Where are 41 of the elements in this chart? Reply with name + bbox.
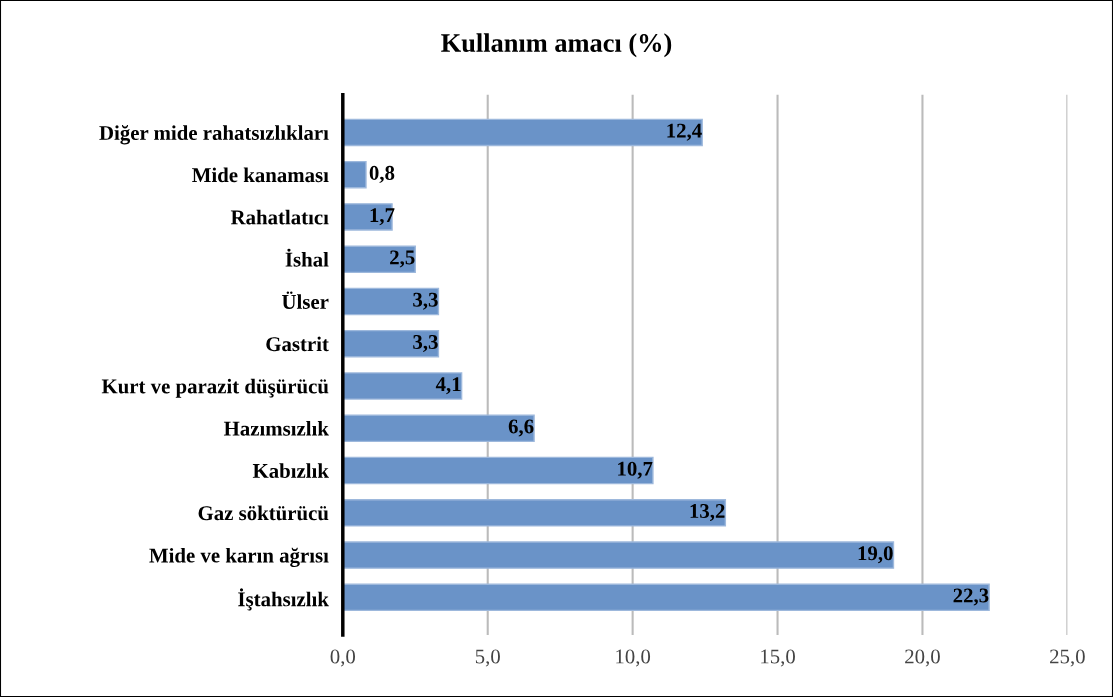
- data-label: 0,8: [369, 165, 395, 183]
- y-tick-label: Rahatlatıcı: [230, 209, 329, 225]
- y-tick-label: Ülser: [281, 291, 329, 309]
- bar: [342, 372, 463, 400]
- bar: [342, 541, 895, 569]
- y-tick-label: Kurt ve parazit düşürücü: [101, 378, 329, 398]
- y-tick-label: Hazımsızlık: [223, 421, 329, 436]
- data-label: 12,4: [667, 123, 702, 141]
- y-tick-label: Mide kanaması: [192, 167, 329, 183]
- x-tick-label: 15,0: [761, 649, 795, 667]
- bar: [342, 498, 727, 527]
- bar: [342, 245, 416, 274]
- y-tick-label: Diğer mide rahatsızlıkları: [99, 125, 329, 145]
- data-label: 22,3: [953, 588, 989, 606]
- bar: [342, 287, 440, 316]
- data-label: 19,0: [858, 546, 893, 564]
- y-tick-label: Mide ve karın ağrısı: [149, 547, 329, 567]
- y-tick-label: İştahsızlık: [238, 588, 329, 611]
- bar: [342, 414, 535, 443]
- x-tick-label: 20,0: [905, 649, 940, 667]
- y-tick-label: Kabızlık: [252, 463, 329, 478]
- data-label: 13,2: [690, 504, 725, 522]
- data-label: 3,3: [413, 292, 438, 310]
- x-tick-label: 5,0: [475, 649, 500, 667]
- x-tick-label: 0,0: [330, 649, 356, 667]
- bar: [342, 583, 990, 612]
- data-label: 6,6: [508, 419, 534, 437]
- data-label: 10,7: [618, 461, 653, 479]
- data-label: 3,3: [413, 334, 438, 352]
- y-tick-label: Gastrit: [266, 336, 329, 352]
- data-label: 2,5: [390, 250, 415, 268]
- data-label: 4,1: [435, 377, 461, 395]
- bar: [342, 118, 703, 147]
- bar: [342, 456, 654, 485]
- x-tick-label: 10,0: [616, 649, 651, 667]
- bar: [342, 329, 440, 358]
- chart-title: Kullanım amacı (%): [441, 33, 672, 58]
- y-tick-label: Gaz söktürücü: [198, 505, 329, 521]
- bar: [342, 160, 367, 189]
- x-tick-label: 25,0: [1050, 649, 1085, 667]
- y-tick-label: İshal: [285, 248, 329, 267]
